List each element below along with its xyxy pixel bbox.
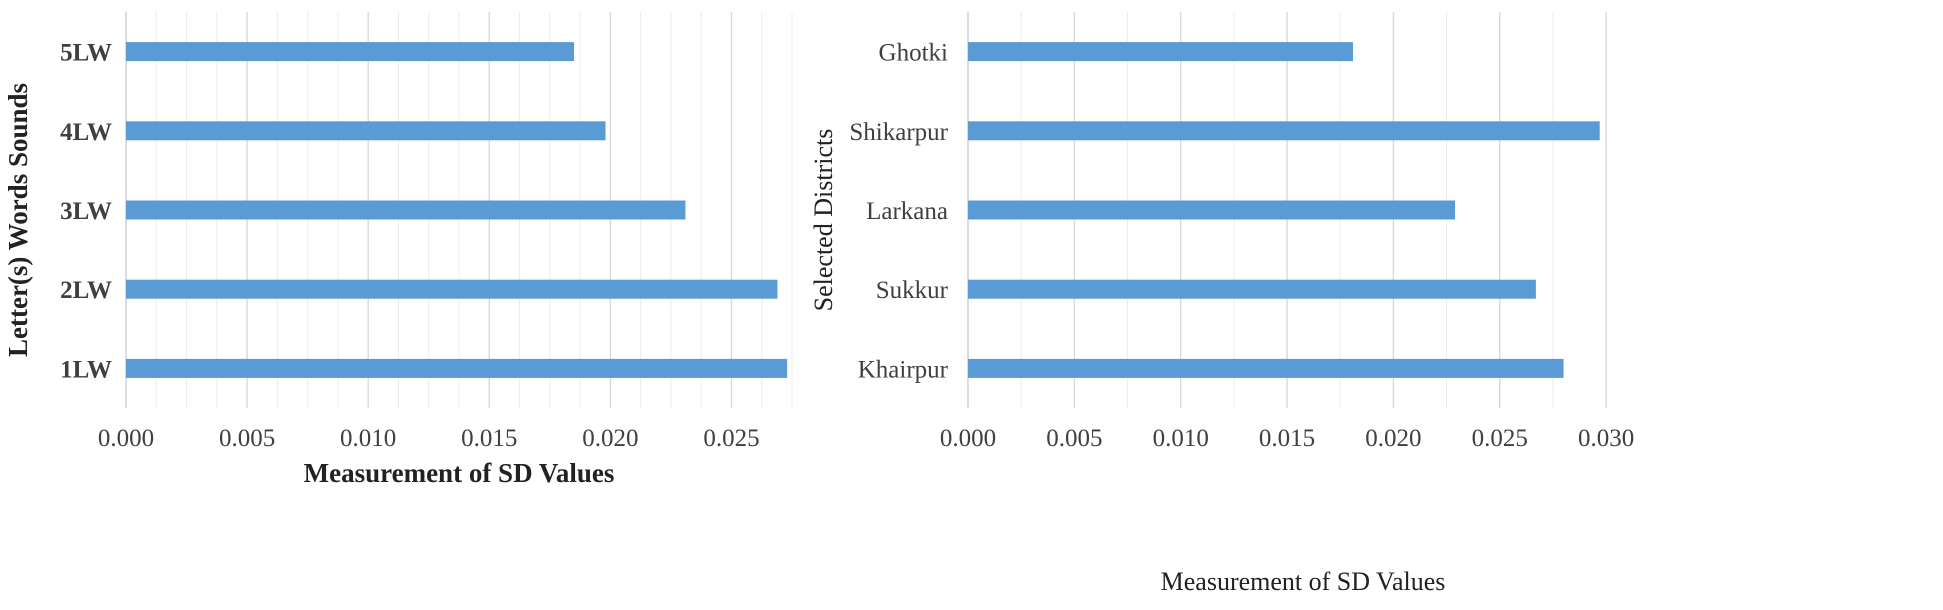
x-tick-label: 0.025	[703, 425, 759, 452]
category-label: Khairpur	[858, 356, 949, 383]
category-label: 5LW	[60, 40, 112, 67]
x-tick-label: 0.015	[461, 425, 517, 452]
x-axis-title: Measurement of SD Values	[1161, 567, 1446, 596]
category-label: Sukkur	[876, 277, 949, 304]
x-tick-label: 0.020	[1365, 425, 1421, 452]
x-tick-label: 0.020	[582, 425, 638, 452]
bar-larkana	[968, 200, 1456, 220]
category-label: 1LW	[60, 356, 112, 383]
chart-left: 1LW 2LW 3LW 4LW 5LW 0.000 0.005 0.010 0.015 0.020…	[3, 12, 793, 488]
x-tick-label: 0.030	[1578, 425, 1634, 452]
x-axis-title: Measurement of SD Values	[304, 458, 615, 488]
bar-khairpur	[968, 358, 1564, 378]
y-axis-title: Selected Districts	[809, 129, 838, 312]
category-label: 3LW	[60, 198, 112, 225]
bar-sukkur	[968, 279, 1536, 299]
bar-3lw	[126, 200, 686, 220]
y-axis-title: Letter(s) Words Sounds	[3, 83, 33, 357]
bar-2lw	[126, 279, 778, 299]
x-tick-label: 0.010	[1153, 425, 1209, 452]
bar-5lw	[126, 42, 575, 62]
x-tick-label: 0.005	[1046, 425, 1102, 452]
x-tick-label: 0.015	[1259, 425, 1315, 452]
bar-1lw	[126, 358, 788, 378]
x-tick-label: 0.000	[98, 425, 154, 452]
bar-shikarpur	[968, 121, 1600, 141]
bar-ghotki	[968, 42, 1353, 62]
x-tick-label: 0.010	[340, 425, 396, 452]
x-tick-label: 0.005	[219, 425, 275, 452]
category-label: Larkana	[866, 198, 948, 225]
category-label: Ghotki	[879, 40, 949, 67]
bar-4lw	[126, 121, 606, 141]
category-label: Shikarpur	[849, 119, 948, 146]
x-tick-label: 0.000	[940, 425, 996, 452]
chart-right: Khairpur Sukkur Larkana Shikarpur Ghotki 0.00…	[809, 12, 1634, 596]
category-label: 4LW	[60, 119, 112, 146]
category-label: 2LW	[60, 277, 112, 304]
x-tick-label: 0.025	[1472, 425, 1528, 452]
